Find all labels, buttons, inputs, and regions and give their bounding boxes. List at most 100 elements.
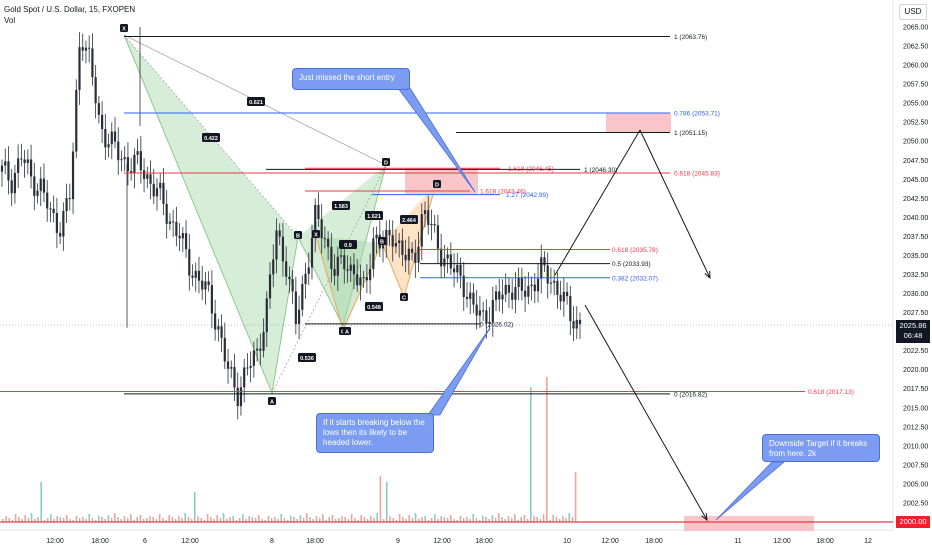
volume-bar — [274, 517, 276, 522]
volume-bar — [341, 516, 343, 522]
candle-body — [188, 249, 191, 276]
volume-bar — [334, 519, 337, 522]
volume-bar — [565, 518, 567, 522]
volume-bar — [501, 517, 503, 522]
volume-bar — [11, 520, 14, 522]
pattern-point-marker — [120, 24, 128, 32]
volume-bar — [574, 472, 577, 522]
y-tick-label: 2052.50 — [903, 120, 928, 127]
volume-bar — [226, 519, 228, 522]
candle-body — [146, 174, 149, 179]
y-tick-label: 2047.50 — [903, 158, 928, 165]
candle-body — [440, 248, 443, 267]
candle-body — [239, 387, 243, 407]
pattern-2-xab — [316, 236, 382, 330]
candle-body — [75, 89, 78, 152]
pattern-point-label: B — [380, 239, 384, 245]
volume-bar — [552, 515, 554, 522]
fib-level-label: 0.5 (2033.93) — [612, 261, 651, 268]
ratio-label-bg — [298, 353, 316, 362]
volume-bar — [264, 520, 266, 522]
callout-breaking-lows[interactable]: If it starts breaking below the lows the… — [316, 413, 434, 453]
fib-level-label: 0 (2016.82) — [674, 391, 707, 398]
volume-bar — [309, 517, 311, 522]
candle-body — [81, 47, 84, 51]
currency-selector[interactable]: USD — [899, 4, 927, 20]
candle-body — [372, 238, 375, 269]
candle-body — [139, 151, 142, 171]
volume-bar — [27, 518, 30, 522]
volume-bar — [229, 517, 231, 522]
volume-bar — [21, 519, 23, 522]
volume-bar — [459, 516, 462, 522]
volume-bar — [66, 515, 68, 522]
volume-bar — [14, 514, 17, 522]
volume-bar — [37, 517, 39, 522]
candle-body — [336, 256, 339, 276]
candle-body — [133, 154, 136, 174]
fib-level-label: 0 (2026.02) — [480, 321, 513, 328]
volume-bar — [107, 515, 110, 522]
candle-body — [339, 255, 343, 257]
candle-body — [398, 240, 401, 243]
volume-bar — [146, 518, 148, 522]
pattern-point-marker — [268, 397, 276, 405]
volume-bar — [5, 516, 7, 522]
candle-body — [553, 280, 556, 283]
candle-body — [346, 269, 349, 271]
candle-body — [17, 158, 20, 173]
candle-body — [356, 274, 359, 286]
y-tick-label: 2022.50 — [903, 348, 928, 355]
callout-pointer — [715, 461, 786, 521]
volume-bar — [421, 517, 423, 522]
candle-body — [220, 326, 223, 338]
volume-bar — [62, 518, 65, 522]
candle-body — [410, 248, 414, 253]
volume-bar — [34, 519, 36, 522]
pattern-1-xab — [124, 35, 298, 393]
candle-body — [394, 242, 398, 247]
candle-body — [126, 157, 130, 172]
x-tick-label: 8 — [270, 538, 274, 545]
volume-bar — [434, 514, 436, 522]
candle-body — [52, 208, 55, 214]
sell-zone-upper — [606, 112, 671, 133]
candle-body — [59, 232, 62, 237]
pattern-point-label: B — [296, 233, 300, 239]
volume-bar — [43, 520, 46, 522]
volume-bar — [558, 519, 561, 522]
candle-body — [427, 210, 430, 226]
x-tick-label: 12:00 — [46, 538, 64, 545]
candle-body — [430, 223, 433, 226]
volume-bar — [299, 515, 302, 522]
candle-body — [152, 183, 155, 197]
volume-bar — [104, 519, 106, 522]
volume-label: Vol — [4, 16, 16, 25]
projection-up — [554, 129, 641, 276]
candle-body — [243, 367, 246, 388]
candle-body — [365, 277, 368, 281]
volume-bar — [216, 515, 218, 522]
volume-bar — [533, 516, 535, 522]
y-tick-label: 2027.50 — [903, 310, 928, 317]
volume-bar — [363, 517, 366, 522]
volume-bar — [389, 516, 391, 522]
volume-bar — [235, 520, 238, 522]
volume-bar — [85, 519, 87, 522]
candle-body — [417, 246, 420, 263]
volume-bar — [286, 520, 289, 522]
pattern-point-label: X — [122, 26, 126, 32]
x-tick-label: 9 — [396, 538, 400, 545]
candle-body — [223, 337, 226, 362]
candle-body — [520, 277, 523, 291]
volume-bar — [402, 517, 404, 522]
ratio-label-bg — [400, 215, 418, 224]
volume-bar — [114, 513, 116, 522]
volume-bar — [270, 518, 273, 522]
volume-bar — [536, 517, 538, 522]
callout-downside-target[interactable]: Downside Target if it breaks from here. … — [762, 434, 880, 462]
candle-body — [569, 296, 572, 322]
callout-missed-entry[interactable]: Just missed the short entry — [292, 68, 410, 90]
x-tick-label: 10 — [563, 538, 571, 545]
